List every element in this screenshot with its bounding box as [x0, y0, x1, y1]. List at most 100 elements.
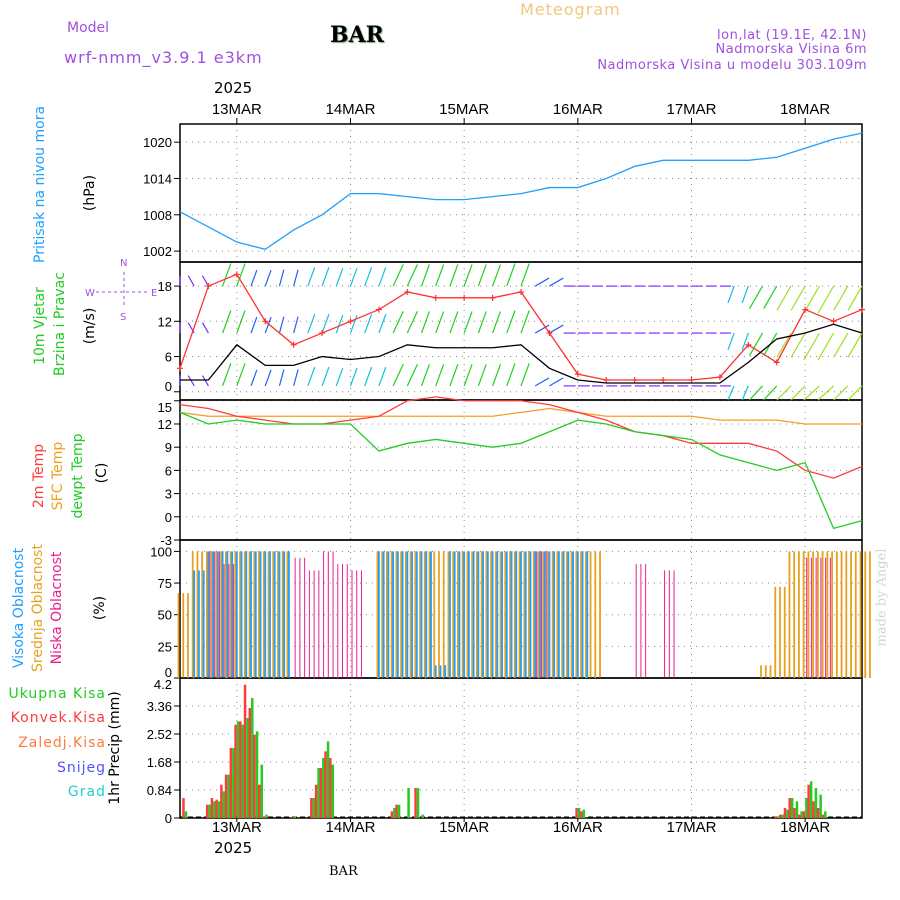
- total-precip-bar: [577, 808, 581, 818]
- wind-arrow: [278, 369, 285, 387]
- wind-gust-line-point: [631, 377, 638, 384]
- wind-arrow: [833, 285, 849, 311]
- total-precip-bar: [255, 731, 259, 818]
- wind-gust-line-point: [262, 318, 269, 325]
- wind-gust-line-point: [660, 377, 667, 384]
- panel-frame-wind: [179, 261, 863, 401]
- wind-arrow: [307, 366, 316, 387]
- total-precip-bar: [393, 808, 396, 818]
- wind-arrow: [833, 332, 849, 358]
- wind-speed-line: [180, 323, 863, 384]
- wind-gust-line-point: [546, 330, 553, 337]
- conv-precip-bar: [390, 811, 394, 818]
- conv-precip-bar: [243, 684, 247, 818]
- total-precip-bar: [232, 748, 235, 818]
- legend-conv: Konvek.Kisa: [10, 710, 106, 726]
- wind-arrow: [817, 285, 835, 314]
- wind-arrow: [817, 332, 835, 361]
- day-label-top: 15MAR: [439, 101, 489, 118]
- wind-arrow: [741, 385, 749, 401]
- wind-arrow: [727, 385, 735, 401]
- wind-arrow: [406, 363, 419, 387]
- wind-arrow: [250, 316, 258, 334]
- wind-arrow: [236, 363, 246, 387]
- total-precip-bar: [293, 816, 297, 818]
- total-precip-bar: [582, 809, 586, 818]
- wind-arrow: [549, 277, 564, 287]
- wind-gust-line-point: [688, 377, 695, 384]
- wind-arrow: [201, 275, 209, 287]
- wind-arrow: [222, 310, 232, 334]
- wind-arrow: [335, 314, 344, 334]
- model-elevation: Nadmorska Visina u modelu 303.109m: [597, 58, 867, 73]
- conv-precip-bar: [580, 811, 583, 818]
- wind-arrow: [435, 311, 445, 334]
- wind-arrow: [534, 377, 550, 387]
- y-tick-label: 1014: [143, 171, 172, 186]
- wind-arrow: [449, 264, 459, 287]
- day-label-bottom: 16MAR: [553, 819, 603, 836]
- wind-arrow: [790, 332, 806, 358]
- day-label-bottom: 18MAR: [780, 819, 830, 836]
- wind-arrow: [236, 310, 246, 334]
- wind-arrow: [392, 311, 404, 334]
- footer-station: BAR: [329, 864, 358, 879]
- wind-arrow: [477, 264, 487, 287]
- total-precip-bar: [331, 764, 335, 818]
- conv-precip-bar: [774, 816, 777, 818]
- total-precip-bar: [241, 724, 245, 818]
- wind-arrow: [293, 369, 299, 387]
- total-precip-bar: [227, 774, 230, 818]
- y-tick-label: 75: [158, 576, 172, 591]
- meteogram-title: Meteogram: [520, 0, 621, 19]
- total-precip-bar: [776, 816, 780, 818]
- day-label-bottom: 14MAR: [325, 819, 375, 836]
- legend-hail: Grad: [67, 784, 106, 800]
- total-precip-bar: [819, 794, 822, 818]
- wind-gust-line-point: [233, 271, 240, 278]
- wind-arrow: [727, 332, 735, 351]
- day-label-top: 18MAR: [780, 101, 830, 118]
- wind-arrow: [435, 264, 445, 287]
- wind-arrow: [790, 285, 806, 311]
- wind-arrow: [520, 310, 530, 334]
- y-tick-label: 100: [150, 544, 172, 559]
- y-tick-label: 0: [165, 665, 172, 680]
- wind-arrow: [463, 311, 473, 334]
- wind-gust-line-point: [574, 371, 581, 378]
- total-precip-bar: [781, 814, 784, 818]
- wind-arrow: [749, 332, 764, 356]
- legend-total: Ukupna Kisa: [8, 686, 106, 702]
- wind-gust-line-point: [375, 306, 382, 313]
- total-precip-bar: [795, 801, 799, 818]
- model-label: Model: [67, 20, 110, 36]
- wind-arrow: [293, 316, 299, 334]
- model-name: wrf-nmm_v3.9.1 e3km: [64, 48, 263, 67]
- wind-arrow: [549, 377, 564, 387]
- compass-e: E: [151, 288, 158, 299]
- total-precip-bar: [251, 698, 254, 818]
- total-precip-bar: [184, 811, 188, 818]
- y-tick-label: 1.68: [147, 755, 172, 770]
- wind-gust-line-point: [347, 318, 354, 325]
- wind-arrow: [278, 316, 285, 334]
- conv-precip-bar: [788, 798, 791, 818]
- conv-precip-bar: [329, 758, 332, 818]
- compass-s: S: [120, 312, 127, 323]
- wind-arrow: [449, 311, 459, 334]
- wind-arrow: [520, 363, 530, 387]
- year-top: 2025: [214, 79, 253, 97]
- total-precip-bar: [805, 798, 808, 818]
- wind-arrow: [803, 385, 820, 401]
- wind-gust-line-point: [603, 377, 610, 384]
- wind-arrow: [803, 332, 820, 361]
- conv-precip-bar: [575, 808, 578, 818]
- day-label-top: 17MAR: [666, 101, 716, 118]
- wind-arrow: [201, 322, 209, 334]
- conv-precip-bar: [248, 708, 252, 818]
- wind-arrow: [506, 310, 516, 334]
- wind-arrow: [741, 332, 749, 351]
- conv-precip-bar: [821, 814, 825, 818]
- wind-arrow: [749, 285, 764, 309]
- wind-arrow: [406, 311, 419, 334]
